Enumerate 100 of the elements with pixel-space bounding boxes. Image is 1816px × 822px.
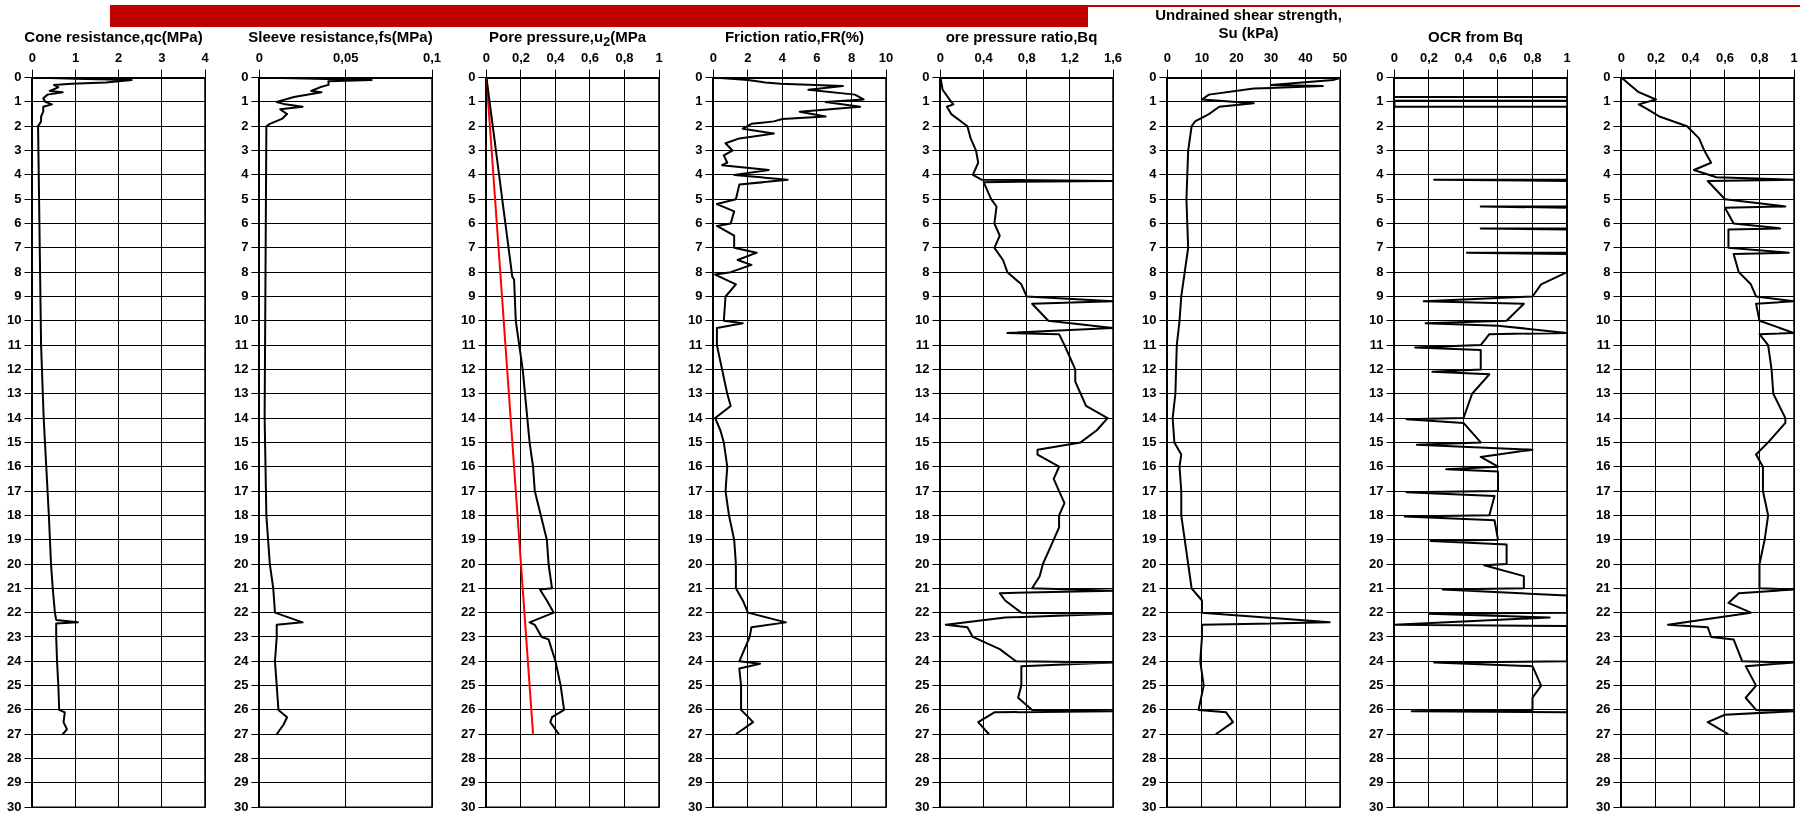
y-tick-label: 25: [1368, 677, 1384, 693]
y-tick-label: 5: [695, 190, 703, 206]
y-tick-label: 24: [6, 652, 23, 668]
y-tick-label: 3: [1376, 142, 1384, 158]
y-tick-label: 27: [233, 725, 249, 741]
y-tick-label: 11: [7, 336, 22, 352]
y-tick-label: 9: [1603, 288, 1611, 304]
y-tick-label: 22: [233, 604, 249, 620]
y-tick-label: 26: [6, 701, 22, 717]
y-tick-label: 21: [6, 579, 22, 595]
y-tick-label: 14: [687, 409, 704, 425]
y-tick-label: 10: [460, 312, 476, 328]
y-tick-label: 23: [687, 628, 703, 644]
y-tick-label: 9: [1149, 288, 1157, 304]
y-tick-label: 16: [687, 458, 703, 474]
y-tick-label: 9: [922, 288, 930, 304]
y-tick-label: 1: [695, 93, 703, 109]
y-tick-label: 9: [1376, 288, 1384, 304]
y-tick-label: 27: [1368, 725, 1384, 741]
chart-title: Cone resistance,qc(MPa): [23, 28, 204, 46]
y-tick-label: 16: [1141, 458, 1157, 474]
y-tick-label: 28: [1141, 750, 1157, 766]
y-tick-label: 12: [1141, 361, 1157, 377]
y-tick-label: 13: [233, 385, 249, 401]
y-tick-label: 0: [1149, 69, 1157, 85]
y-tick-label: 20: [6, 555, 22, 571]
y-tick-label: 12: [6, 361, 22, 377]
y-tick-label: 25: [914, 677, 930, 693]
y-tick-label: 0: [241, 69, 249, 85]
y-tick-label: 22: [1141, 604, 1157, 620]
y-tick-label: 26: [233, 701, 249, 717]
y-tick-label: 14: [6, 409, 23, 425]
x-tick-label: 0: [482, 50, 491, 66]
y-tick-label: 28: [687, 750, 703, 766]
y-tick-label: 23: [1141, 628, 1157, 644]
y-tick-label: 19: [1595, 531, 1611, 547]
y-tick-label: 13: [1595, 385, 1611, 401]
y-tick-label: 26: [1141, 701, 1157, 717]
y-tick-label: 6: [695, 215, 703, 231]
y-tick-label: 10: [1595, 312, 1611, 328]
chart-title: OCR from Bq: [1427, 28, 1524, 46]
y-tick-label: 13: [6, 385, 22, 401]
x-tick-label: 6: [813, 50, 821, 66]
y-tick-label: 30: [233, 798, 249, 814]
y-tick-label: 26: [1368, 701, 1384, 717]
y-tick-label: 27: [1595, 725, 1611, 741]
chart-title: Pore pressure,u$_{2}$(MPa: [488, 28, 647, 51]
y-tick-label: 8: [695, 263, 703, 279]
y-tick-label: 30: [1368, 798, 1384, 814]
y-tick-label: 13: [460, 385, 476, 401]
y-tick-label: 17: [1141, 482, 1157, 498]
y-tick-label: 29: [1595, 774, 1611, 790]
y-tick-label: 28: [6, 750, 22, 766]
y-tick-label: 20: [1141, 555, 1157, 571]
y-tick-label: 18: [914, 506, 930, 522]
y-tick-label: 6: [922, 215, 930, 231]
x-tick-label: 0,4: [974, 50, 994, 66]
x-tick-label: 2: [115, 50, 123, 66]
y-tick-label: 20: [233, 555, 249, 571]
y-tick-label: 14: [233, 409, 250, 425]
y-tick-label: 1: [1149, 93, 1157, 109]
y-tick-label: 10: [914, 312, 930, 328]
y-tick-label: 18: [687, 506, 703, 522]
x-tick-label: 0,6: [1715, 50, 1735, 66]
y-tick-label: 17: [460, 482, 476, 498]
y-tick-label: 2: [1603, 117, 1611, 133]
y-tick-label: 22: [687, 604, 703, 620]
y-tick-label: 29: [460, 774, 476, 790]
y-tick-label: 23: [233, 628, 249, 644]
y-tick-label: 4: [695, 166, 704, 182]
x-tick-label: 1: [655, 50, 663, 66]
x-tick-label: 3: [158, 50, 166, 66]
y-tick-label: 21: [1595, 579, 1611, 595]
y-tick-label: 10: [6, 312, 22, 328]
y-tick-label: 30: [1595, 798, 1611, 814]
y-tick-label: 3: [695, 142, 703, 158]
y-tick-label: 27: [1141, 725, 1157, 741]
y-tick-label: 18: [1368, 506, 1384, 522]
y-tick-label: 15: [687, 433, 703, 449]
x-tick-label: 1,2: [1060, 50, 1079, 66]
y-tick-label: 19: [687, 531, 703, 547]
y-tick-label: 25: [1595, 677, 1611, 693]
x-tick-label: 1: [1563, 50, 1571, 66]
y-tick-label: 7: [14, 239, 22, 255]
y-tick-label: 0: [1603, 69, 1611, 85]
y-tick-label: 22: [914, 604, 930, 620]
y-tick-label: 20: [1595, 555, 1611, 571]
y-tick-label: 30: [1141, 798, 1157, 814]
y-tick-label: 24: [914, 652, 931, 668]
y-tick-label: 28: [1595, 750, 1611, 766]
y-tick-label: 17: [914, 482, 930, 498]
y-tick-label: 24: [1595, 652, 1612, 668]
x-tick-label: 30: [1263, 50, 1279, 66]
y-tick-label: 12: [233, 361, 249, 377]
x-tick-label: 0: [1163, 50, 1172, 66]
x-tick-label: 0,6: [580, 50, 600, 66]
y-tick-label: 2: [241, 117, 249, 133]
y-tick-label: 19: [914, 531, 930, 547]
y-tick-label: 5: [1149, 190, 1157, 206]
x-tick-label: 0,6: [1488, 50, 1508, 66]
